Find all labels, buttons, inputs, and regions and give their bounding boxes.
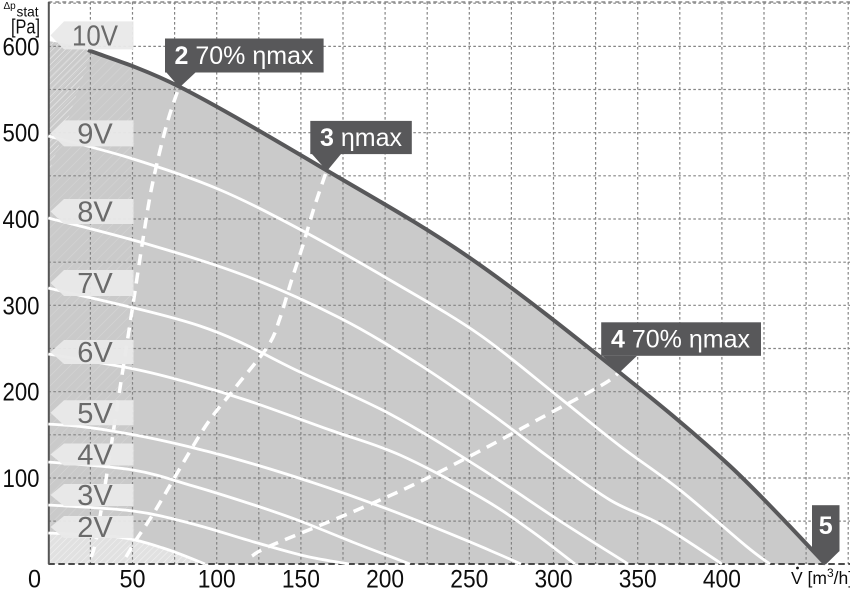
svg-text:6V: 6V [77, 337, 113, 369]
svg-text:Δp: Δp [4, 1, 17, 12]
svg-text:8V: 8V [77, 197, 113, 229]
svg-text:100: 100 [198, 566, 236, 590]
svg-text:150: 150 [282, 566, 320, 590]
svg-text:4V: 4V [77, 440, 113, 472]
svg-text:5V: 5V [77, 398, 113, 430]
svg-text:2V: 2V [77, 512, 113, 544]
svg-text:600: 600 [3, 33, 40, 61]
svg-text:2 70% ηmax: 2 70% ηmax [175, 42, 314, 70]
svg-text:3 ηmax: 3 ηmax [320, 124, 402, 152]
svg-text:7V: 7V [77, 268, 113, 300]
svg-text:10V: 10V [72, 21, 119, 53]
svg-text:3V: 3V [77, 480, 113, 512]
svg-text:200: 200 [3, 379, 40, 407]
svg-text:500: 500 [3, 120, 40, 148]
svg-text:300: 300 [535, 566, 573, 590]
svg-text:0: 0 [28, 566, 41, 590]
svg-text:400: 400 [3, 206, 40, 234]
svg-text:100: 100 [3, 465, 40, 493]
svg-text:50: 50 [120, 566, 146, 590]
svg-text:stat: stat [17, 4, 39, 20]
svg-text:5: 5 [819, 512, 833, 540]
svg-text:350: 350 [619, 566, 657, 590]
svg-text:V [m3/h]: V [m3/h] [791, 566, 850, 588]
svg-text:250: 250 [450, 566, 488, 590]
svg-text:200: 200 [366, 566, 404, 590]
svg-text:9V: 9V [77, 119, 113, 151]
svg-text:[Pa]: [Pa] [11, 17, 40, 39]
svg-text:300: 300 [3, 292, 40, 320]
svg-text:4 70% ηmax: 4 70% ηmax [611, 326, 750, 354]
svg-text:400: 400 [703, 566, 741, 590]
